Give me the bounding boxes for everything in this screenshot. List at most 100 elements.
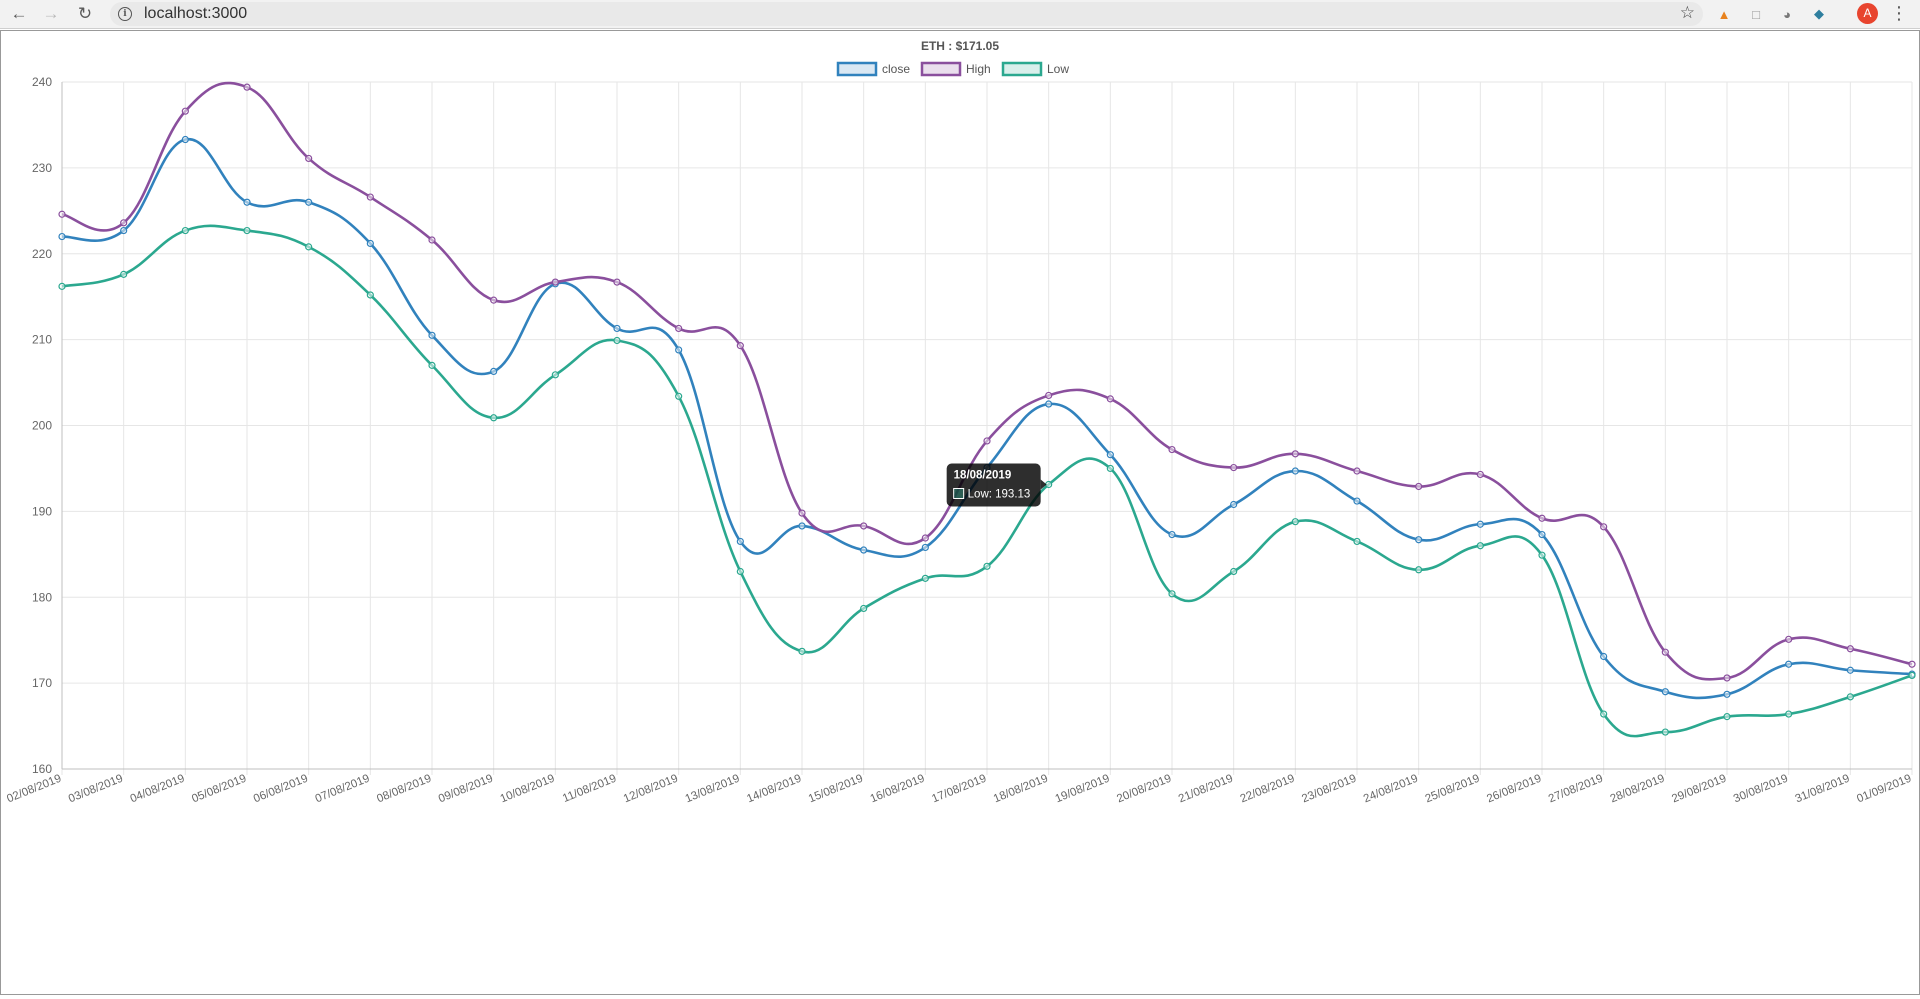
data-point[interactable] — [1291, 467, 1299, 475]
reload-icon[interactable]: ↻ — [77, 4, 93, 23]
data-point[interactable] — [860, 546, 868, 554]
data-point[interactable] — [1291, 518, 1299, 526]
legend-item-low[interactable]: Low — [1001, 61, 1069, 77]
data-point[interactable] — [675, 324, 683, 333]
data-point[interactable] — [1106, 464, 1114, 473]
profile-avatar[interactable]: A — [1857, 3, 1878, 24]
legend-item-close[interactable]: close — [836, 61, 910, 77]
data-point[interactable] — [243, 198, 251, 206]
data-point[interactable] — [1353, 537, 1361, 546]
extension-icon[interactable]: □ — [1752, 6, 1760, 22]
data-point[interactable] — [490, 367, 498, 375]
data-point[interactable] — [1600, 710, 1608, 718]
data-point[interactable] — [366, 291, 374, 299]
data-point[interactable] — [58, 282, 66, 290]
menu-icon[interactable]: ⋮ — [1890, 3, 1908, 23]
data-point[interactable] — [1476, 520, 1484, 528]
data-point[interactable] — [366, 239, 374, 248]
data-point[interactable] — [798, 647, 806, 655]
data-point[interactable] — [1230, 567, 1238, 576]
data-point[interactable] — [243, 226, 251, 235]
data-point[interactable] — [1353, 497, 1361, 505]
data-point[interactable] — [181, 226, 189, 235]
data-point[interactable] — [1785, 660, 1793, 668]
data-point[interactable] — [1600, 523, 1608, 531]
data-point[interactable] — [1168, 590, 1176, 598]
data-point[interactable] — [1230, 463, 1238, 472]
data-point[interactable] — [1168, 530, 1176, 539]
data-point[interactable] — [675, 346, 683, 354]
data-point[interactable] — [1291, 450, 1299, 458]
data-point[interactable] — [120, 226, 128, 235]
data-point[interactable] — [1723, 674, 1731, 682]
data-point[interactable] — [120, 219, 128, 227]
data-point[interactable] — [551, 371, 559, 379]
data-point[interactable] — [1045, 391, 1053, 400]
data-point[interactable] — [1230, 500, 1238, 509]
data-point[interactable] — [860, 522, 868, 530]
data-point[interactable] — [1476, 542, 1484, 550]
forward-arrow-icon[interactable]: → — [42, 4, 60, 23]
data-point[interactable] — [613, 336, 621, 345]
data-point[interactable] — [1846, 666, 1854, 674]
data-point[interactable] — [736, 342, 744, 350]
data-point[interactable] — [305, 198, 313, 206]
star-icon[interactable]: ☆ — [1679, 3, 1695, 22]
data-point[interactable] — [1846, 693, 1854, 701]
extension-icon[interactable]: ▲ — [1717, 6, 1731, 22]
legend-item-high[interactable]: High — [920, 61, 991, 77]
data-point[interactable] — [1908, 671, 1916, 679]
data-point[interactable] — [1661, 728, 1669, 736]
extension-icon[interactable]: ◆ — [1814, 6, 1824, 21]
data-point[interactable] — [1476, 470, 1484, 479]
data-point[interactable] — [305, 243, 313, 251]
data-point[interactable] — [1723, 690, 1731, 698]
extension-icon[interactable]: ◕ — [1783, 6, 1791, 22]
data-point[interactable] — [490, 414, 498, 422]
data-point[interactable] — [1415, 536, 1423, 544]
data-point[interactable] — [1600, 652, 1608, 661]
data-point[interactable] — [428, 331, 436, 339]
data-point[interactable] — [1661, 648, 1669, 656]
data-point[interactable] — [983, 562, 991, 570]
data-point[interactable] — [428, 236, 436, 244]
data-point[interactable] — [366, 193, 374, 201]
data-point[interactable] — [490, 296, 498, 304]
data-point[interactable] — [921, 574, 929, 582]
data-point[interactable] — [1785, 635, 1793, 643]
data-point[interactable] — [1538, 551, 1546, 559]
data-point[interactable] — [736, 567, 744, 576]
data-point[interactable] — [613, 278, 621, 286]
data-point[interactable] — [58, 210, 66, 218]
data-point[interactable] — [1106, 451, 1114, 459]
data-point[interactable] — [1846, 645, 1854, 653]
info-icon[interactable]: i — [118, 7, 132, 21]
data-point[interactable] — [1908, 660, 1916, 668]
data-point[interactable] — [428, 361, 436, 369]
data-point[interactable] — [1045, 400, 1053, 408]
data-point[interactable] — [613, 324, 621, 333]
data-point[interactable] — [860, 604, 868, 613]
data-point[interactable] — [1168, 445, 1176, 454]
data-point[interactable] — [1723, 713, 1731, 721]
data-point[interactable] — [551, 278, 559, 286]
data-point[interactable] — [1415, 482, 1423, 491]
data-point[interactable] — [1785, 710, 1793, 718]
data-point[interactable] — [798, 522, 806, 530]
data-point[interactable] — [305, 154, 313, 163]
data-point[interactable] — [1353, 467, 1361, 475]
data-point[interactable] — [798, 509, 806, 517]
back-arrow-icon[interactable]: ← — [10, 4, 28, 23]
data-point[interactable] — [736, 537, 744, 546]
data-point[interactable] — [675, 392, 683, 400]
data-point[interactable] — [921, 543, 929, 552]
data-point[interactable] — [983, 437, 991, 445]
data-point[interactable] — [1538, 530, 1546, 539]
url-text[interactable]: localhost:3000 — [144, 5, 248, 22]
data-point[interactable] — [181, 135, 189, 144]
data-point[interactable] — [1538, 514, 1546, 522]
data-point[interactable] — [1661, 688, 1669, 696]
address-bar[interactable]: i localhost:3000 ☆ — [110, 2, 1703, 26]
data-point[interactable] — [58, 232, 66, 241]
data-point[interactable] — [120, 270, 128, 278]
